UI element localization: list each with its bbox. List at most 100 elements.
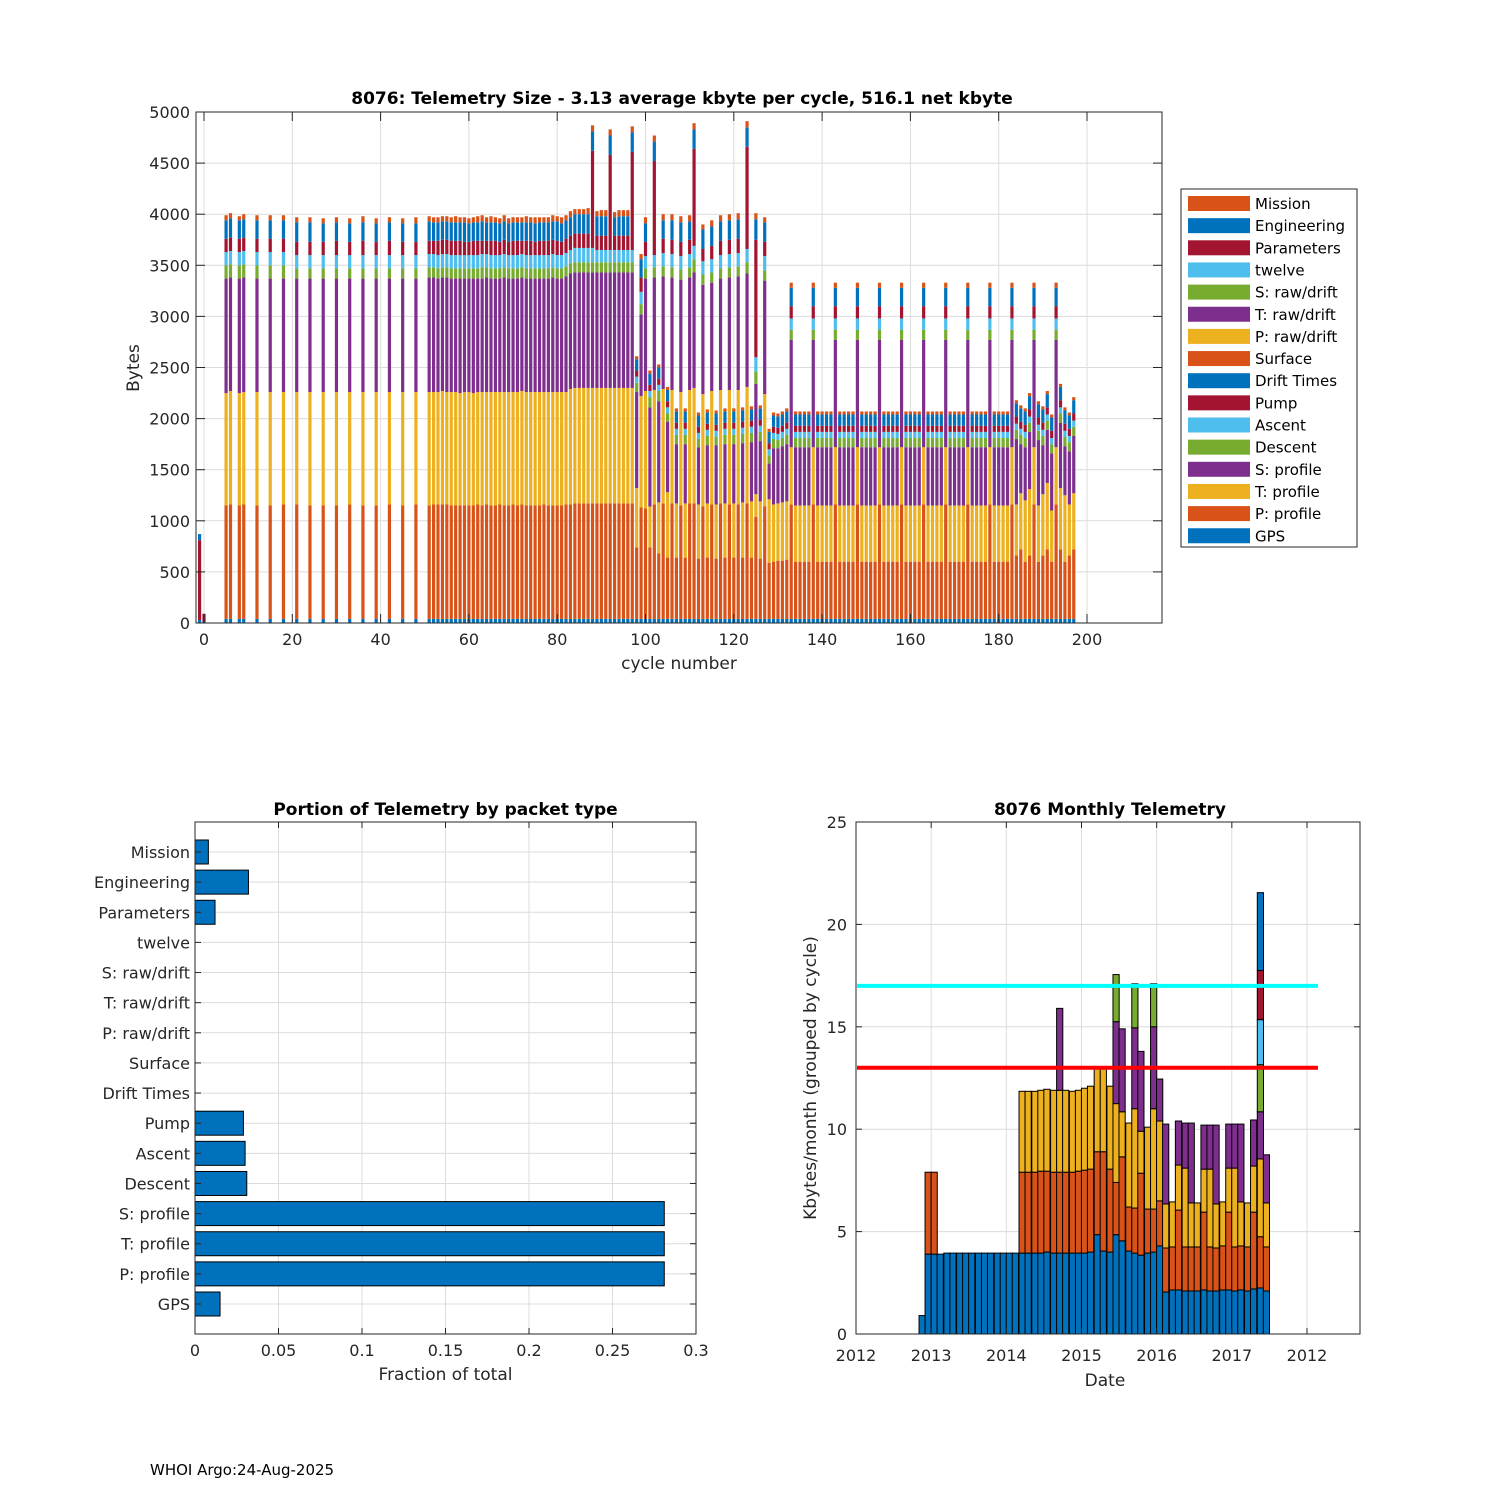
bar-segment-ascent	[590, 247, 595, 263]
bar-segment-descent	[820, 438, 824, 448]
bar-segment-s-profile	[851, 447, 855, 506]
bar-segment-gps	[723, 618, 727, 623]
bar-segment-p-profile	[542, 504, 546, 619]
bar-segment-gps	[462, 618, 467, 623]
month-bar-segment	[1024, 1252, 1032, 1335]
bar-segment-descent	[555, 268, 559, 279]
bar-segment-p-profile	[568, 504, 573, 619]
bar-segment-pump	[714, 424, 718, 431]
bar-segment-gps	[992, 618, 996, 623]
bar-segment-drift-times	[529, 222, 533, 241]
bar-segment-drift-times	[440, 221, 445, 240]
bar-segment-s-profile	[529, 278, 533, 393]
bar-segment-s-profile	[577, 272, 581, 388]
bar-segment-pump	[577, 233, 581, 248]
bar-segment-pump	[401, 241, 405, 256]
bar-segment-descent	[484, 267, 489, 278]
bar-segment-s-profile	[537, 278, 542, 393]
bar-segment-t-profile	[537, 392, 542, 506]
bar-segment-ascent	[507, 255, 511, 269]
bar-segment-s-profile	[944, 339, 948, 448]
bar-segment-p-profile	[546, 505, 550, 619]
bar-segment-surface	[1014, 400, 1018, 404]
bar-segment-surface	[754, 213, 758, 220]
bar-segment-surface	[529, 217, 533, 223]
bar-segment-surface	[917, 411, 921, 415]
month-bar-segment	[943, 1252, 951, 1335]
bar-segment-t-profile	[1045, 482, 1049, 550]
bar-segment-ascent	[436, 255, 440, 269]
bar-segment-ascent	[979, 431, 983, 439]
bar-segment-surface	[507, 218, 511, 224]
bar-segment-surface	[493, 217, 497, 223]
month-bar-segment	[1086, 1085, 1095, 1170]
bar-segment-ascent	[555, 255, 559, 269]
bar-segment-p-profile	[502, 505, 506, 619]
bar-segment-drift-times	[952, 414, 957, 426]
bar-segment-drift-times	[723, 411, 727, 423]
bar-segment-ascent	[997, 431, 1001, 439]
bar-segment-surface	[484, 217, 489, 223]
bar-segment-gps	[714, 618, 718, 623]
bar-segment-s-profile	[555, 278, 559, 393]
month-bar-segment	[1193, 1290, 1201, 1335]
y-tick-label: Parameters	[98, 903, 190, 922]
bar-segment-s-profile	[864, 447, 868, 506]
bar-segment-p-profile	[321, 505, 325, 619]
bar-segment-drift-times	[891, 414, 895, 426]
bar-segment-gps	[983, 618, 988, 623]
bar-segment-gps	[1041, 618, 1045, 623]
bar-segment-t-profile	[281, 392, 286, 505]
bar-segment-gps	[515, 618, 520, 623]
bar-segment-gps	[869, 618, 873, 623]
bar-segment-p-profile	[498, 504, 502, 619]
bar-segment-gps	[904, 618, 908, 623]
bar-segment-t-profile	[771, 504, 776, 562]
bar-segment-p-profile	[449, 505, 453, 619]
bar-segment-surface	[763, 217, 767, 223]
bar-segment-t-profile	[626, 387, 630, 504]
bar-segment-descent	[705, 435, 709, 446]
month-bar-segment	[1181, 1167, 1189, 1248]
bar-segment-pump	[529, 240, 533, 256]
bar-segment-t-profile	[913, 505, 917, 562]
month-bar-segment	[1031, 1171, 1039, 1254]
bar-segment-ascent	[533, 255, 537, 269]
bar-segment-pump	[1045, 407, 1049, 415]
bar-segment-drift-times	[683, 411, 687, 423]
bar-segment-t-profile	[846, 505, 851, 562]
bar-segment-surface	[913, 411, 917, 415]
bar-segment-s-profile	[846, 447, 851, 506]
bar-segment-t-profile	[780, 502, 784, 561]
bar-segment-ascent	[820, 431, 824, 439]
bar-segment-p-profile	[771, 561, 776, 619]
bar-segment-drift-times	[895, 414, 899, 426]
bar-segment-s-profile	[763, 280, 767, 395]
bar-segment-p-profile	[1058, 549, 1063, 619]
bar-segment-descent	[966, 329, 970, 340]
bar-segment-p-profile	[480, 505, 484, 619]
bar-segment-ascent	[1054, 318, 1058, 330]
bar-segment-surface	[873, 411, 877, 415]
bar-segment-gps	[1001, 618, 1005, 623]
bar-segment-ascent	[661, 253, 665, 267]
bar-segment-surface	[948, 411, 952, 415]
bar-segment-gps	[529, 618, 533, 623]
bar-segment-p-profile	[842, 561, 846, 619]
bar-segment-t-profile	[983, 505, 988, 562]
bar-segment-surface	[462, 217, 467, 223]
bar-segment-surface	[877, 282, 882, 288]
bar-segment-pump	[833, 306, 837, 319]
bar-segment-pump	[899, 306, 904, 319]
bar-segment-ascent	[630, 249, 634, 263]
bar-segment-ascent	[846, 431, 851, 439]
bar-segment-s-profile	[467, 278, 471, 393]
bar-segment-ascent	[546, 255, 550, 269]
bar-segment-t-profile	[988, 447, 992, 505]
bar-segment-gps	[838, 618, 842, 623]
bar-segment-descent	[811, 329, 815, 340]
bar-segment-pump	[701, 248, 705, 262]
bar-segment-pump	[776, 427, 780, 434]
bar-segment-p-profile	[621, 503, 626, 619]
bar-segment-gps	[228, 618, 233, 623]
